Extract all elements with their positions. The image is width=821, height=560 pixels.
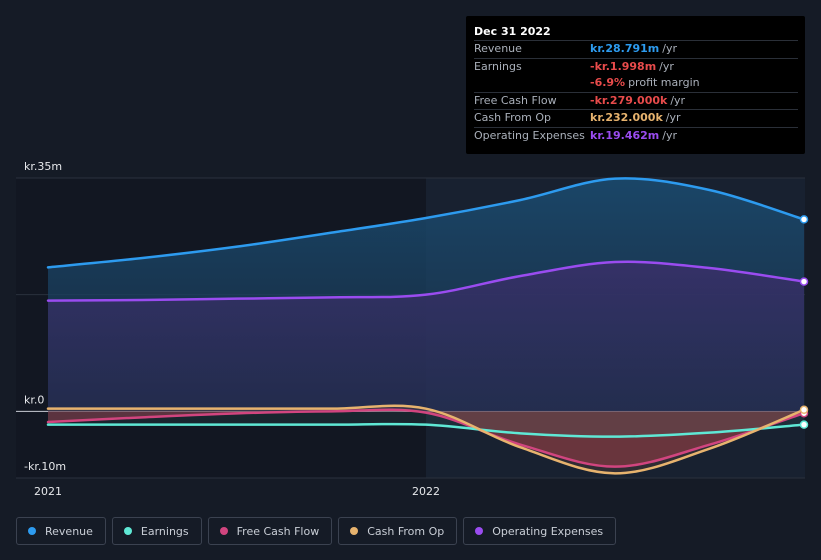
revenue-line bbox=[46, 177, 806, 269]
x-axis-labels: 2021 2022 bbox=[34, 485, 440, 498]
legend-item-operating-expenses[interactable]: Operating Expenses bbox=[463, 517, 617, 545]
tooltip-row-value: kr.19.462m bbox=[590, 128, 660, 142]
series-lines bbox=[46, 177, 806, 475]
tooltip-row-unit: profit margin bbox=[628, 76, 700, 90]
legend-dot-icon bbox=[219, 527, 228, 535]
tooltip-date: Dec 31 2022 bbox=[474, 25, 551, 38]
legend-item-cash-from-op[interactable]: Cash From Op bbox=[338, 517, 458, 545]
revenue-end-marker bbox=[799, 215, 809, 224]
legend-dot-icon bbox=[350, 527, 359, 535]
free-cash-flow-line bbox=[46, 408, 806, 468]
tooltip-row-unit: /yr bbox=[665, 111, 681, 125]
tooltip-rows: Revenue kr.28.791m/yr Earnings -kr.1.998m/y… bbox=[474, 40, 798, 145]
tooltip-row-label: Free Cash Flow bbox=[474, 93, 557, 107]
tooltip-panel: Dec 31 2022 Revenue kr.28.791m/yr Earnings… bbox=[466, 16, 805, 154]
tooltip-row: Earnings -kr.1.998m/yr bbox=[474, 57, 798, 76]
cash-from-op-end-marker bbox=[799, 405, 809, 415]
legend-label: Earnings bbox=[140, 524, 189, 538]
legend-label: Free Cash Flow bbox=[236, 524, 320, 538]
legend-item-revenue[interactable]: Revenue bbox=[16, 517, 106, 545]
y-tick-label: kr.35m bbox=[24, 160, 62, 173]
legend: Revenue Earnings Free Cash Flow Cash From O… bbox=[16, 517, 622, 545]
tooltip-row-unit: /yr bbox=[662, 128, 678, 142]
tooltip-row-value: kr.28.791m bbox=[590, 42, 660, 55]
y-tick-label: kr.0 bbox=[24, 393, 44, 406]
tooltip-row: Revenue kr.28.791m/yr bbox=[474, 40, 798, 58]
cash-from-op-area bbox=[48, 405, 804, 474]
tooltip-row-label: Cash From Op bbox=[474, 111, 552, 125]
tooltip-row-label: Revenue bbox=[474, 42, 522, 55]
tooltip-row-value: -kr.279.000k bbox=[590, 93, 668, 107]
tooltip-row-value: kr.232.000k bbox=[590, 111, 663, 125]
legend-label: Revenue bbox=[45, 524, 93, 538]
tooltip-row: Free Cash Flow -kr.279.000k/yr bbox=[474, 91, 798, 110]
legend-dot-icon bbox=[28, 527, 36, 535]
cash-from-op-line bbox=[46, 404, 806, 475]
legend-item-earnings[interactable]: Earnings bbox=[111, 517, 202, 545]
tooltip-row-value: -6.9% bbox=[590, 76, 626, 90]
x-tick-label: 2022 bbox=[412, 485, 440, 498]
legend-dot-icon bbox=[123, 527, 132, 535]
earnings-end-marker bbox=[799, 420, 809, 429]
chart-canvas: kr.35m kr.0 -kr.10m 2021 2022 bbox=[16, 160, 809, 498]
legend-label: Cash From Op bbox=[367, 524, 445, 538]
tooltip-row-unit: /yr bbox=[659, 59, 674, 73]
free-cash-flow-area bbox=[48, 409, 804, 467]
series-end-markers bbox=[799, 215, 809, 429]
legend-dot-icon bbox=[475, 527, 484, 535]
operating-expenses-line bbox=[46, 260, 806, 302]
tooltip-row-label: Operating Expenses bbox=[474, 128, 585, 142]
y-axis-labels: kr.35m kr.0 -kr.10m bbox=[24, 160, 66, 473]
tooltip-row-unit: /yr bbox=[662, 42, 678, 55]
legend-label: Operating Expenses bbox=[492, 524, 604, 538]
x-tick-label: 2021 bbox=[34, 485, 62, 498]
y-tick-label: -kr.10m bbox=[24, 460, 66, 473]
tooltip-row-label bbox=[474, 75, 590, 92]
tooltip-row: Cash From Op kr.232.000k/yr bbox=[474, 109, 798, 127]
tooltip-row: -6.9% profit margin bbox=[474, 75, 798, 92]
tooltip-row: Operating Expenses kr.19.462m/yr bbox=[474, 126, 798, 145]
tooltip-row-value: -kr.1.998m bbox=[590, 59, 657, 73]
tooltip-row-unit: /yr bbox=[670, 93, 686, 107]
legend-item-free-cash-flow[interactable]: Free Cash Flow bbox=[207, 517, 333, 545]
earnings-line bbox=[46, 422, 806, 438]
tooltip-row-label: Earnings bbox=[474, 59, 522, 73]
operating-expenses-end-marker bbox=[799, 277, 809, 286]
